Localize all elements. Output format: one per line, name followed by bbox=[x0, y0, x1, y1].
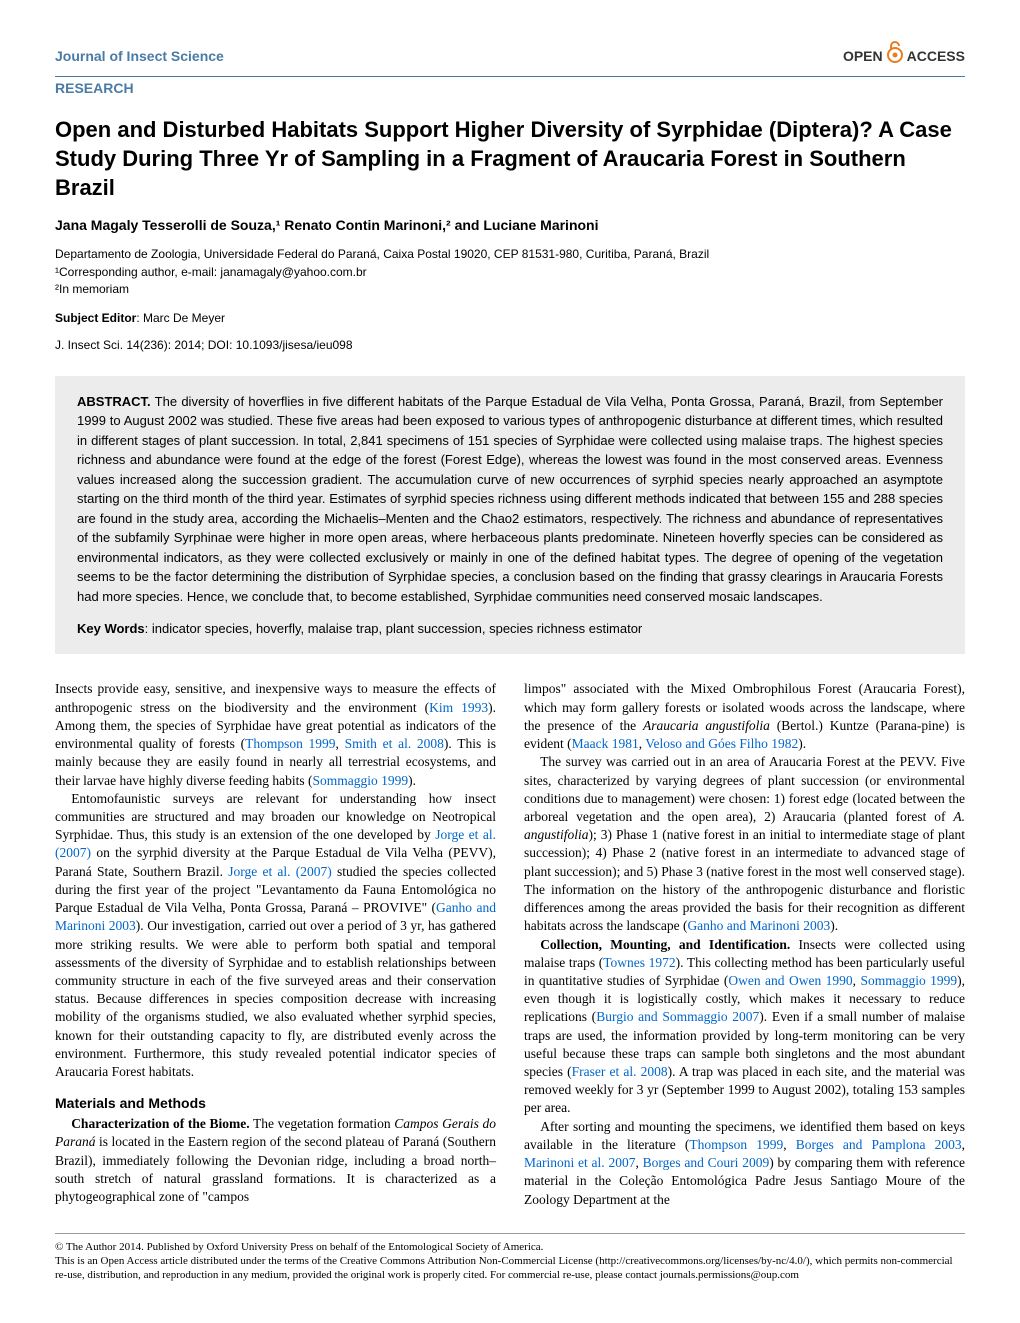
license-line: This is an Open Access article distribut… bbox=[55, 1254, 965, 1283]
citation-link[interactable]: Thompson 1999 bbox=[689, 1137, 783, 1152]
citation-link[interactable]: Maack 1981 bbox=[572, 736, 639, 751]
editor-name: : Marc De Meyer bbox=[136, 311, 225, 325]
paragraph: After sorting and mounting the specimens… bbox=[524, 1118, 965, 1209]
citation-link[interactable]: Townes 1972 bbox=[603, 955, 675, 970]
corresponding-note: ¹Corresponding author, e-mail: janamagal… bbox=[55, 264, 965, 281]
citation-link[interactable]: Burgio and Sommaggio 2007 bbox=[596, 1009, 759, 1024]
editor-label: Subject Editor bbox=[55, 311, 136, 325]
section-heading: Materials and Methods bbox=[55, 1094, 496, 1113]
column-right: limpos" associated with the Mixed Ombrop… bbox=[524, 680, 965, 1208]
citation-link[interactable]: Borges and Pamplona 2003 bbox=[796, 1137, 962, 1152]
column-left: Insects provide easy, sensitive, and ine… bbox=[55, 680, 496, 1208]
journal-name: Journal of Insect Science bbox=[55, 47, 224, 67]
open-access-label: OPEN ACCESS bbox=[843, 40, 965, 73]
citation: J. Insect Sci. 14(236): 2014; DOI: 10.10… bbox=[55, 337, 965, 354]
article-title: Open and Disturbed Habitats Support High… bbox=[55, 116, 965, 202]
paragraph: Insects provide easy, sensitive, and ine… bbox=[55, 680, 496, 789]
subject-editor: Subject Editor: Marc De Meyer bbox=[55, 310, 965, 327]
open-access-open: OPEN bbox=[843, 47, 883, 67]
subheading: Collection, Mounting, and Identification… bbox=[540, 937, 790, 952]
abstract-label: ABSTRACT. bbox=[77, 394, 151, 409]
citation-link[interactable]: Ganho and Marinoni 2003 bbox=[687, 918, 830, 933]
citation-link[interactable]: Marinoni et al. 2007 bbox=[524, 1155, 635, 1170]
affiliation: Departamento de Zoologia, Universidade F… bbox=[55, 246, 965, 263]
open-access-icon bbox=[886, 40, 904, 73]
citation-link[interactable]: Smith et al. 2008 bbox=[345, 736, 444, 751]
abstract-box: ABSTRACT. The diversity of hoverflies in… bbox=[55, 376, 965, 655]
citation-link[interactable]: Fraser et al. 2008 bbox=[572, 1064, 668, 1079]
citation-link[interactable]: Sommaggio 1999 bbox=[860, 973, 957, 988]
open-access-access: ACCESS bbox=[907, 47, 965, 67]
citation-link[interactable]: Borges and Couri 2009 bbox=[643, 1155, 770, 1170]
copyright-line: © The Author 2014. Published by Oxford U… bbox=[55, 1240, 965, 1254]
paragraph: Characterization of the Biome. The veget… bbox=[55, 1115, 496, 1206]
citation-link[interactable]: Veloso and Góes Filho 1982 bbox=[645, 736, 798, 751]
keywords-label: Key Words bbox=[77, 621, 145, 636]
citation-link[interactable]: Sommaggio 1999 bbox=[313, 773, 409, 788]
citation-link[interactable]: Thompson 1999 bbox=[245, 736, 335, 751]
article-type: RESEARCH bbox=[55, 79, 965, 99]
subheading: Characterization of the Biome. bbox=[71, 1116, 249, 1131]
keywords-text: : indicator species, hoverfly, malaise t… bbox=[145, 621, 643, 636]
keywords: Key Words: indicator species, hoverfly, … bbox=[77, 620, 943, 638]
paragraph: The survey was carried out in an area of… bbox=[524, 753, 965, 935]
copyright: © The Author 2014. Published by Oxford U… bbox=[55, 1233, 965, 1283]
paragraph: limpos" associated with the Mixed Ombrop… bbox=[524, 680, 965, 753]
journal-header: Journal of Insect Science OPEN ACCESS bbox=[55, 40, 965, 77]
citation-link[interactable]: Kim 1993 bbox=[429, 700, 488, 715]
paragraph: Collection, Mounting, and Identification… bbox=[524, 936, 965, 1118]
memoriam-note: ²In memoriam bbox=[55, 281, 965, 298]
abstract-text: ABSTRACT. The diversity of hoverflies in… bbox=[77, 392, 943, 607]
body-columns: Insects provide easy, sensitive, and ine… bbox=[55, 680, 965, 1208]
citation-link[interactable]: Owen and Owen 1990 bbox=[728, 973, 852, 988]
paragraph: Entomofaunistic surveys are relevant for… bbox=[55, 790, 496, 1082]
abstract-body: The diversity of hoverflies in five diff… bbox=[77, 394, 943, 604]
authors: Jana Magaly Tesserolli de Souza,¹ Renato… bbox=[55, 216, 965, 236]
citation-link[interactable]: Jorge et al. (2007) bbox=[228, 864, 332, 879]
